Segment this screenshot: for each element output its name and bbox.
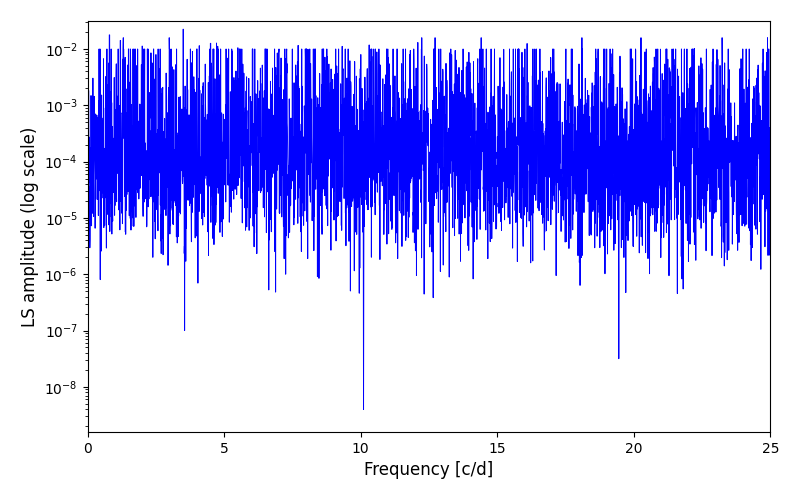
Y-axis label: LS amplitude (log scale): LS amplitude (log scale) xyxy=(21,126,39,326)
X-axis label: Frequency [c/d]: Frequency [c/d] xyxy=(364,461,494,479)
